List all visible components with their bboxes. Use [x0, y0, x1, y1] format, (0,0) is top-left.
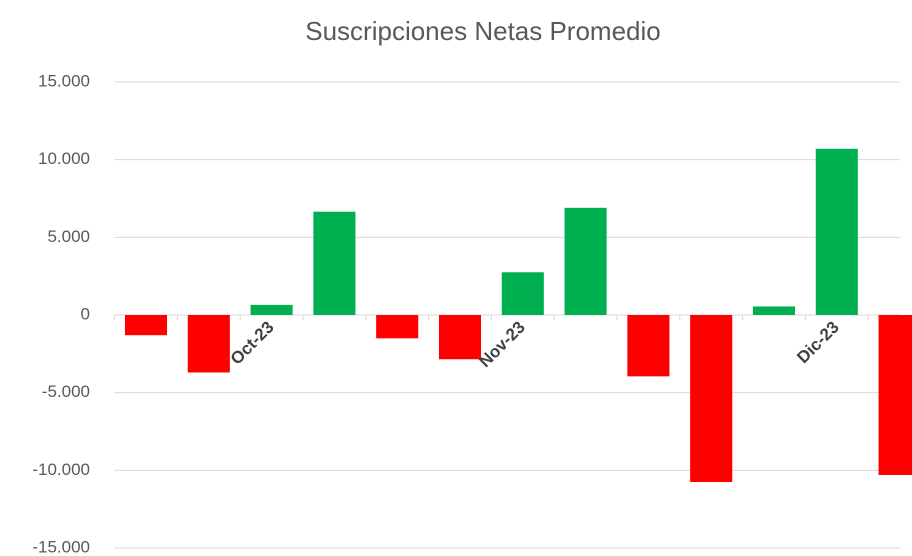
y-tick-label: -15.000 [32, 537, 90, 556]
y-tick-label: -5.000 [42, 382, 90, 401]
y-tick-label: 0 [81, 304, 90, 323]
x-tick-label: Oct-23 [227, 318, 278, 369]
bar [313, 211, 356, 315]
x-tick-label: Dic-23 [793, 318, 843, 368]
bar [250, 304, 293, 315]
bar [438, 315, 482, 360]
bar [752, 306, 796, 315]
bar [564, 207, 607, 315]
bar [124, 315, 168, 336]
bar [187, 315, 230, 373]
bar [627, 315, 670, 377]
bar [376, 315, 419, 339]
y-tick-label: 15.000 [38, 71, 90, 90]
y-tick-label: 10.000 [38, 149, 90, 168]
chart-title: Suscripciones Netas Promedio [305, 16, 661, 46]
y-tick-label: 5.000 [47, 227, 90, 246]
bar [878, 315, 912, 475]
bar [815, 148, 858, 315]
bar [690, 315, 733, 482]
bar [501, 272, 544, 315]
x-tick-label: Nov-23 [475, 318, 529, 372]
y-tick-label: -10.000 [32, 460, 90, 479]
